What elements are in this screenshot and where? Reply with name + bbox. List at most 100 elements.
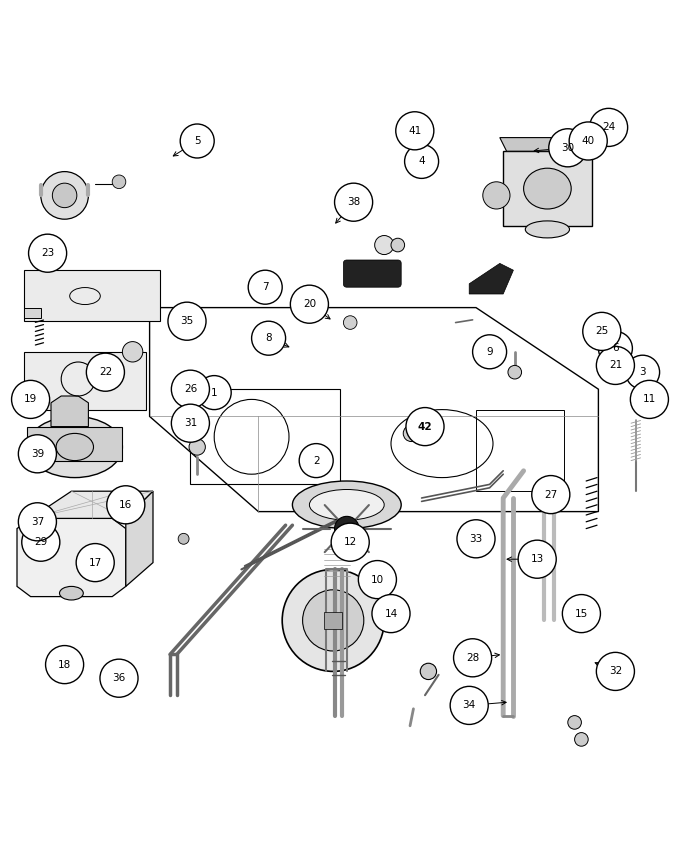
Circle shape (457, 519, 495, 558)
Text: 42: 42 (418, 421, 432, 432)
Text: 36: 36 (112, 673, 126, 683)
Text: 23: 23 (41, 249, 54, 258)
Polygon shape (126, 491, 153, 587)
Circle shape (406, 408, 444, 445)
Circle shape (403, 425, 420, 441)
Circle shape (252, 321, 286, 355)
Circle shape (483, 181, 510, 209)
Ellipse shape (56, 433, 94, 461)
Polygon shape (31, 491, 153, 519)
Text: 1: 1 (211, 388, 218, 397)
Polygon shape (503, 151, 592, 226)
Text: 32: 32 (609, 666, 622, 677)
Circle shape (596, 347, 634, 384)
Text: 3: 3 (639, 367, 646, 378)
Circle shape (549, 129, 587, 167)
Polygon shape (17, 519, 126, 597)
Ellipse shape (27, 416, 122, 477)
Circle shape (508, 366, 522, 379)
Polygon shape (51, 396, 88, 427)
Circle shape (168, 302, 206, 341)
Text: 41: 41 (408, 126, 422, 136)
Text: 26: 26 (184, 384, 197, 394)
Text: 22: 22 (99, 367, 112, 378)
Circle shape (86, 353, 124, 391)
Text: 39: 39 (31, 449, 44, 458)
Text: 33: 33 (469, 534, 483, 544)
Circle shape (18, 435, 56, 473)
Circle shape (343, 316, 357, 329)
Text: 37: 37 (31, 517, 44, 527)
Circle shape (583, 312, 621, 350)
Circle shape (189, 439, 205, 455)
Circle shape (335, 183, 373, 221)
Polygon shape (500, 138, 595, 151)
Circle shape (626, 355, 660, 390)
Circle shape (568, 716, 581, 729)
Circle shape (22, 523, 60, 562)
Circle shape (29, 234, 67, 273)
Circle shape (46, 646, 84, 684)
Text: 27: 27 (544, 489, 558, 500)
FancyBboxPatch shape (24, 352, 146, 409)
Circle shape (190, 425, 204, 439)
Ellipse shape (292, 481, 401, 529)
Circle shape (335, 516, 359, 541)
Circle shape (197, 376, 231, 409)
Circle shape (562, 594, 600, 633)
FancyBboxPatch shape (24, 270, 160, 321)
Polygon shape (24, 308, 41, 318)
Text: 38: 38 (347, 197, 360, 207)
Text: 8: 8 (265, 333, 272, 343)
Text: 40: 40 (581, 136, 595, 146)
Text: 5: 5 (194, 136, 201, 146)
Text: 21: 21 (609, 360, 622, 371)
Ellipse shape (525, 221, 570, 238)
Text: 30: 30 (561, 143, 575, 153)
Circle shape (180, 124, 214, 158)
Circle shape (331, 523, 369, 562)
Circle shape (518, 540, 556, 578)
Text: 34: 34 (462, 700, 476, 710)
Circle shape (107, 486, 145, 524)
Circle shape (248, 270, 282, 304)
Circle shape (590, 108, 628, 146)
Circle shape (375, 236, 394, 255)
Circle shape (52, 183, 77, 207)
Circle shape (171, 370, 209, 408)
Circle shape (569, 122, 607, 160)
Text: 9: 9 (486, 347, 493, 357)
Circle shape (100, 659, 138, 697)
Circle shape (372, 594, 410, 633)
Circle shape (598, 331, 632, 366)
Text: 31: 31 (184, 418, 197, 428)
Circle shape (473, 335, 507, 369)
Circle shape (299, 444, 333, 477)
Text: 29: 29 (34, 538, 48, 547)
Text: 24: 24 (602, 122, 615, 132)
Text: 4: 4 (418, 157, 425, 166)
Polygon shape (469, 263, 513, 294)
Polygon shape (324, 611, 342, 630)
Circle shape (396, 112, 434, 150)
Text: 10: 10 (371, 574, 384, 585)
Circle shape (112, 175, 126, 188)
Text: 25: 25 (595, 327, 609, 336)
Circle shape (391, 238, 405, 252)
Text: 16: 16 (119, 500, 133, 510)
Polygon shape (27, 427, 122, 461)
Text: 18: 18 (58, 660, 71, 670)
Circle shape (358, 561, 396, 599)
Circle shape (420, 663, 437, 679)
Text: 12: 12 (343, 538, 357, 547)
Text: 13: 13 (530, 554, 544, 564)
Circle shape (122, 341, 143, 362)
Text: 35: 35 (180, 316, 194, 326)
Circle shape (178, 533, 189, 544)
Circle shape (12, 380, 50, 419)
Ellipse shape (309, 489, 384, 520)
Circle shape (18, 503, 56, 541)
Text: 7: 7 (262, 282, 269, 292)
Circle shape (450, 686, 488, 724)
Circle shape (575, 733, 588, 746)
